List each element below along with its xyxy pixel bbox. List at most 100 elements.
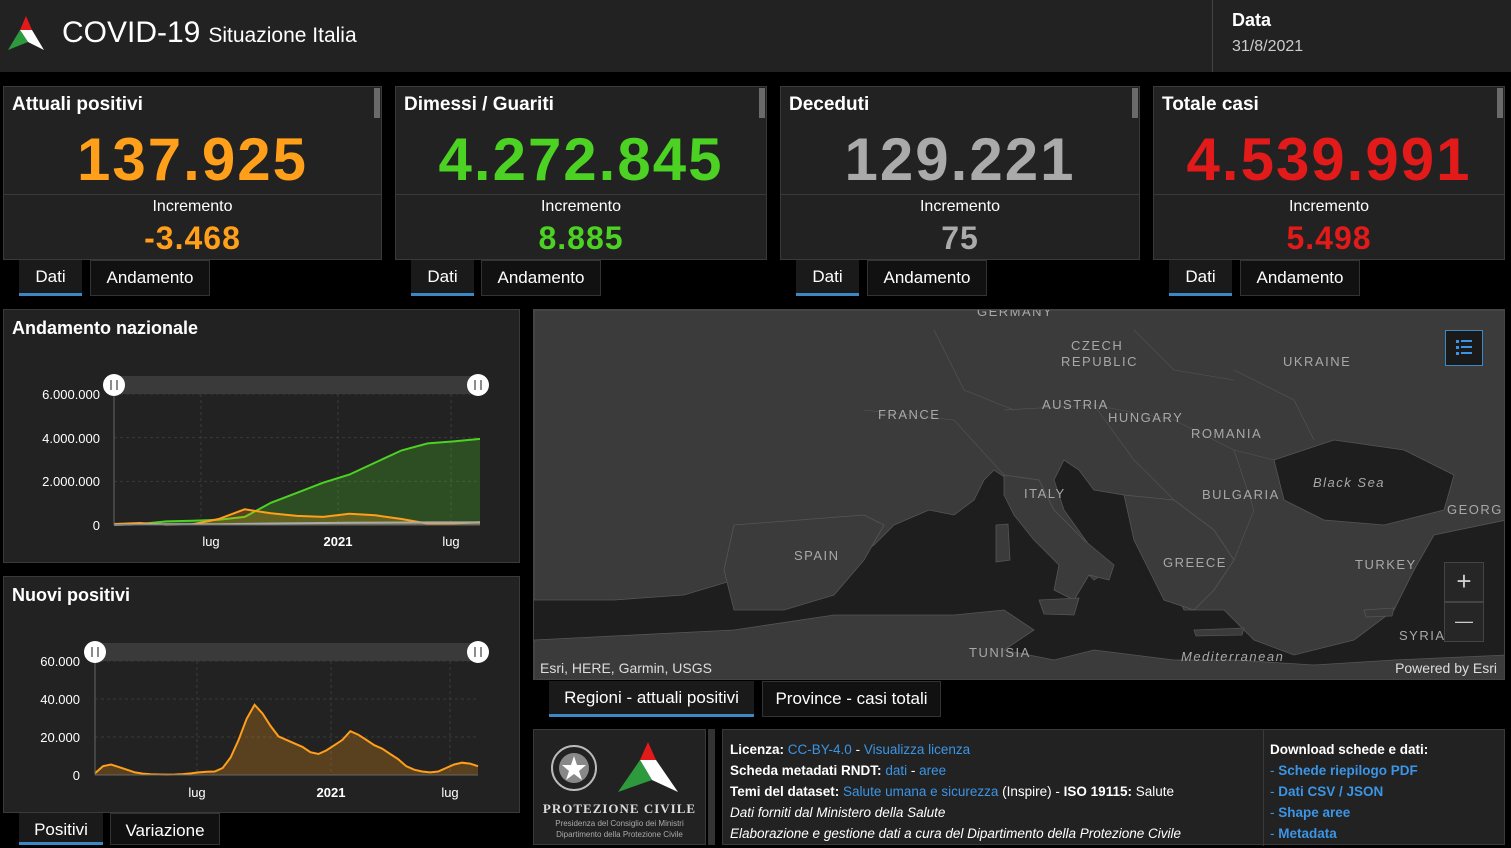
card-value: 129.221: [844, 126, 1076, 193]
map-label-czech: CZECH: [1071, 338, 1124, 353]
download-metadata-link[interactable]: Metadata: [1278, 826, 1337, 841]
italian-republic-emblem-icon: [551, 745, 597, 791]
list-icon: [1456, 340, 1472, 355]
scheda-sep: -: [907, 763, 920, 778]
series-area: [114, 438, 480, 525]
y-tick-label: 0: [73, 768, 80, 783]
map-label-ukraine: UKRAINE: [1283, 354, 1352, 369]
logo-text-main: PROTEZIONE CIVILE: [542, 801, 697, 816]
x-tick-label: lug: [441, 785, 458, 800]
y-tick-label: 60.000: [40, 654, 80, 669]
card-value: 137.925: [77, 126, 308, 193]
map-label-germany: GERMANY: [977, 309, 1054, 319]
range-handle-left[interactable]: [84, 641, 106, 663]
map-label-mediterranean: Mediterranean: [1181, 649, 1285, 664]
header-divider: [1212, 0, 1213, 72]
map-legend-button[interactable]: [1445, 330, 1483, 366]
card-divider: [781, 194, 1139, 195]
download-csv-json-link[interactable]: Dati CSV / JSON: [1278, 784, 1384, 799]
download-pdf-link[interactable]: Schede riepilogo PDF: [1278, 763, 1418, 778]
logo-text-line2: Presidenza del Consiglio dei Ministri: [555, 819, 684, 828]
card-increment-value: -3.468: [144, 220, 241, 256]
tab-dati[interactable]: Dati: [796, 260, 859, 296]
card-increment-label: Incremento: [152, 198, 233, 215]
card-scrollbar[interactable]: [1497, 88, 1503, 118]
x-tick-label: 2021: [317, 785, 346, 800]
downloads-title: Download schede e dati:: [1270, 742, 1429, 757]
range-slider-track[interactable]: [114, 376, 480, 394]
tab-andamento[interactable]: Andamento: [1240, 260, 1360, 296]
x-tick-label: 2021: [324, 534, 353, 549]
scheda-aree-link[interactable]: aree: [919, 763, 947, 778]
licenza-link[interactable]: CC-BY-4.0: [787, 742, 852, 757]
download-shape-link[interactable]: Shape aree: [1278, 805, 1351, 820]
tab-regioni-attuali-positivi[interactable]: Regioni - attuali positivi: [549, 681, 754, 717]
x-tick-label: lug: [442, 534, 459, 549]
series-line: [113, 437, 481, 526]
map-label-austria: AUSTRIA: [1042, 397, 1109, 412]
map-view[interactable]: GERMANY CZECH REPUBLIC UKRAINE FRANCE AU…: [533, 309, 1505, 680]
map-label-italy: ITALY: [1024, 486, 1066, 501]
info-scheda-line: Scheda metadati RNDT: dati - aree: [730, 760, 1181, 781]
tab-dati[interactable]: Dati: [411, 260, 474, 296]
tab-andamento[interactable]: Andamento: [90, 260, 210, 296]
tab-andamento[interactable]: Andamento: [867, 260, 987, 296]
card-attuali-positivi: Attuali positivi 137.925 Incremento -3.4…: [3, 86, 382, 260]
footer-divider: [1263, 730, 1264, 846]
map-basemap[interactable]: [534, 310, 1505, 680]
map-label-bulgaria: BULGARIA: [1202, 487, 1280, 502]
range-handle-right[interactable]: [467, 374, 489, 396]
temi-link[interactable]: Salute umana e sicurezza: [843, 784, 999, 799]
card-value: 4.272.845: [438, 126, 724, 193]
title-subtitle: Situazione Italia: [208, 24, 357, 47]
tab-dati[interactable]: Dati: [19, 260, 82, 296]
tab-province-casi-totali[interactable]: Province - casi totali: [762, 681, 941, 717]
card-scrollbar[interactable]: [1132, 88, 1138, 118]
range-slider-track[interactable]: [95, 643, 478, 661]
card-divider: [1154, 194, 1504, 195]
card-value: 4.539.991: [1186, 126, 1472, 193]
range-handle-right[interactable]: [467, 641, 489, 663]
tab-positivi[interactable]: Positivi: [19, 813, 103, 845]
tab-dati[interactable]: Dati: [1169, 260, 1232, 296]
map-label-greece: GREECE: [1163, 555, 1227, 570]
tab-andamento[interactable]: Andamento: [481, 260, 601, 296]
card-scrollbar[interactable]: [374, 88, 380, 118]
tab-variazione[interactable]: Variazione: [110, 813, 220, 845]
y-tick-label: 4.000.000: [42, 431, 100, 446]
info-licenza-line: Licenza: CC-BY-4.0 - Visualizza licenza: [730, 739, 1181, 760]
card-deceduti: Deceduti 129.221 Incremento 75: [780, 86, 1140, 260]
dashboard-title: COVID-19 Situazione Italia: [62, 16, 357, 50]
download-bullet: -: [1270, 784, 1279, 799]
map-label-syria: SYRIA: [1399, 628, 1446, 643]
card-increment-value: 5.498: [1286, 220, 1372, 256]
series-line: [113, 521, 480, 526]
card-scrollbar[interactable]: [759, 88, 765, 118]
footer-info-panel: Licenza: CC-BY-4.0 - Visualizza licenza …: [722, 729, 1505, 846]
map-powered-by[interactable]: Powered by Esri: [1395, 660, 1497, 676]
range-handle-left[interactable]: [103, 374, 125, 396]
download-bullet: -: [1270, 763, 1279, 778]
info-data-source: Dati forniti dal Ministero della Salute: [730, 805, 946, 820]
iso-label: ISO 19115:: [1063, 784, 1132, 799]
new-positives-chart: 60.000 40.000 20.000 0 lug 2021 lug: [40, 641, 489, 800]
card-title: Deceduti: [789, 94, 870, 115]
x-tick-label: lug: [188, 785, 205, 800]
card-divider: [396, 194, 766, 195]
card-increment-value: 8.885: [538, 220, 624, 256]
map-attribution: Esri, HERE, Garmin, USGS: [540, 660, 712, 676]
new-positives-title: Nuovi positivi: [12, 585, 131, 605]
temi-label: Temi del dataset:: [730, 784, 840, 799]
y-tick-label: 20.000: [40, 730, 80, 745]
map-label-hungary: HUNGARY: [1108, 410, 1184, 425]
card-totale-casi: Totale casi 4.539.991 Incremento 5.498: [1153, 86, 1505, 260]
footer-scrollbar[interactable]: [708, 729, 715, 845]
download-bullet: -: [1270, 805, 1279, 820]
zoom-out-button[interactable]: —: [1444, 602, 1484, 642]
zoom-in-button[interactable]: +: [1444, 562, 1484, 602]
map-label-france: FRANCE: [878, 407, 941, 422]
scheda-dati-link[interactable]: dati: [885, 763, 908, 778]
map-label-black-sea: Black Sea: [1313, 475, 1386, 490]
download-item: - Metadata: [1270, 823, 1428, 844]
visualizza-licenza-link[interactable]: Visualizza licenza: [863, 742, 971, 757]
